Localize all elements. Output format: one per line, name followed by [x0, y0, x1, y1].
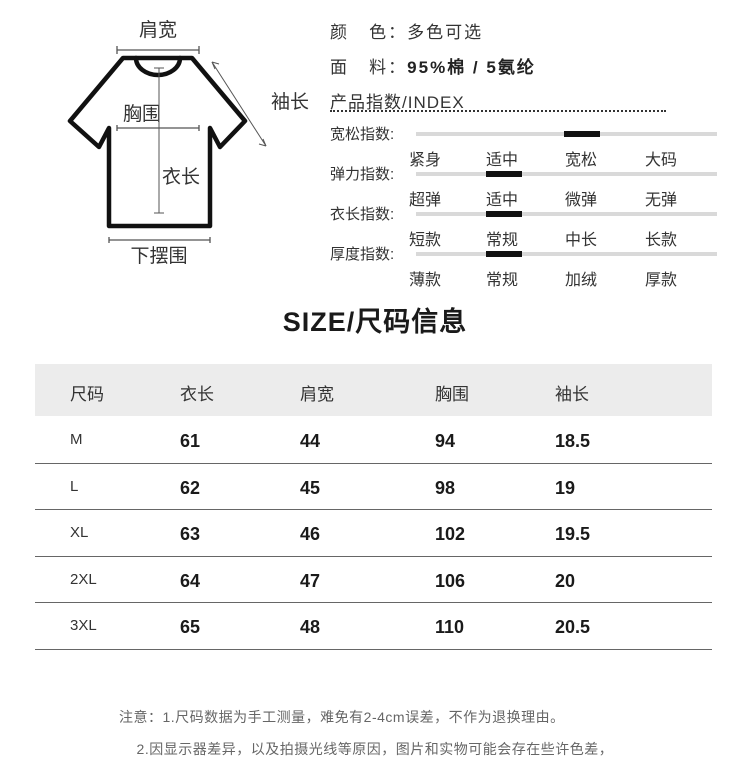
svg-text:胸围: 胸围 [123, 103, 161, 125]
svg-text:肩宽: 肩宽 [139, 19, 177, 41]
svg-text:袖长: 袖长 [271, 91, 309, 113]
svg-text:下摆围: 下摆围 [130, 245, 187, 267]
svg-text:衣长: 衣长 [162, 166, 200, 188]
